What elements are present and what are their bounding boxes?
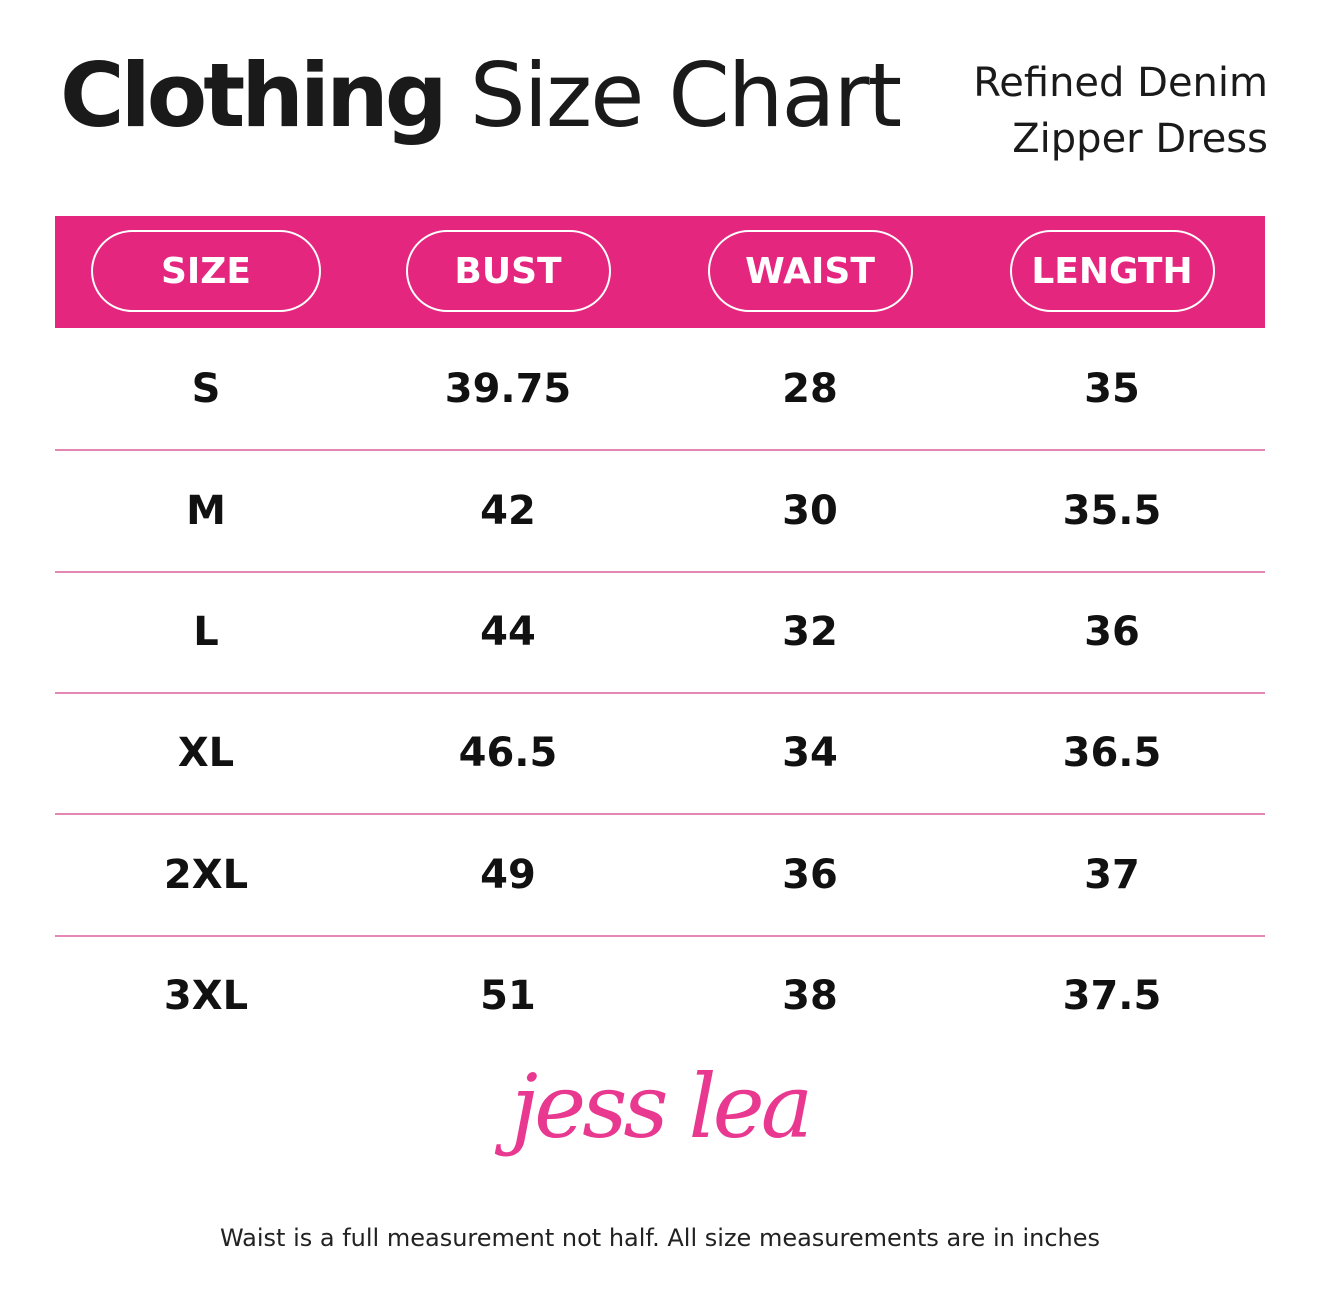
table-cell: 49 — [480, 852, 536, 898]
subtitle-line: Zipper Dress — [1012, 116, 1268, 162]
table-cell: 34 — [782, 730, 838, 776]
table-cell: 37.5 — [1062, 973, 1162, 1019]
table-cell: 51 — [480, 973, 536, 1019]
table-cell: 39.75 — [444, 366, 572, 412]
title-bold: Clothing — [60, 44, 448, 147]
table-cell: 2XL — [163, 852, 249, 898]
column-header: BUST — [405, 230, 611, 312]
table-cell: 37 — [1084, 852, 1140, 898]
row-separator — [55, 813, 1265, 815]
column-header: WAIST — [707, 230, 913, 312]
table-cell: 36 — [1084, 609, 1140, 655]
row-separator — [55, 570, 1265, 573]
table-cell: 36 — [782, 852, 838, 898]
logo: jess lea — [510, 1055, 813, 1158]
row-separator — [55, 934, 1265, 937]
table-cell: 35.5 — [1062, 488, 1162, 534]
footer-note: Waist is a full measurement not half. Al… — [219, 1224, 1101, 1252]
table-cell: 38 — [782, 973, 838, 1019]
subtitle: Refined Denim Zipper Dress — [973, 55, 1268, 167]
table-cell: M — [186, 488, 226, 534]
title-regular: Size Chart — [469, 44, 902, 147]
table-cell: 35 — [1084, 366, 1140, 412]
table-cell: 36.5 — [1062, 730, 1162, 776]
table-cell: L — [193, 609, 219, 655]
column-header: SIZE — [91, 230, 321, 312]
table-cell: XL — [177, 730, 235, 776]
table-cell: 30 — [782, 488, 838, 534]
table-cell: S — [191, 366, 221, 412]
column-header: LENGTH — [1009, 230, 1215, 312]
table-cell: 44 — [480, 609, 536, 655]
table-cell: 32 — [782, 609, 838, 655]
row-separator — [55, 449, 1265, 451]
table-cell: 3XL — [163, 973, 249, 1019]
table-cell: 28 — [782, 366, 838, 412]
table-cell: 46.5 — [458, 730, 558, 776]
title: Clothing Size Chart — [60, 52, 902, 140]
table-cell: 42 — [480, 488, 536, 534]
row-separator — [55, 691, 1265, 694]
subtitle-line: Refined Denim — [973, 60, 1268, 106]
header-band: SIZE BUST WAIST LENGTH — [55, 216, 1265, 328]
